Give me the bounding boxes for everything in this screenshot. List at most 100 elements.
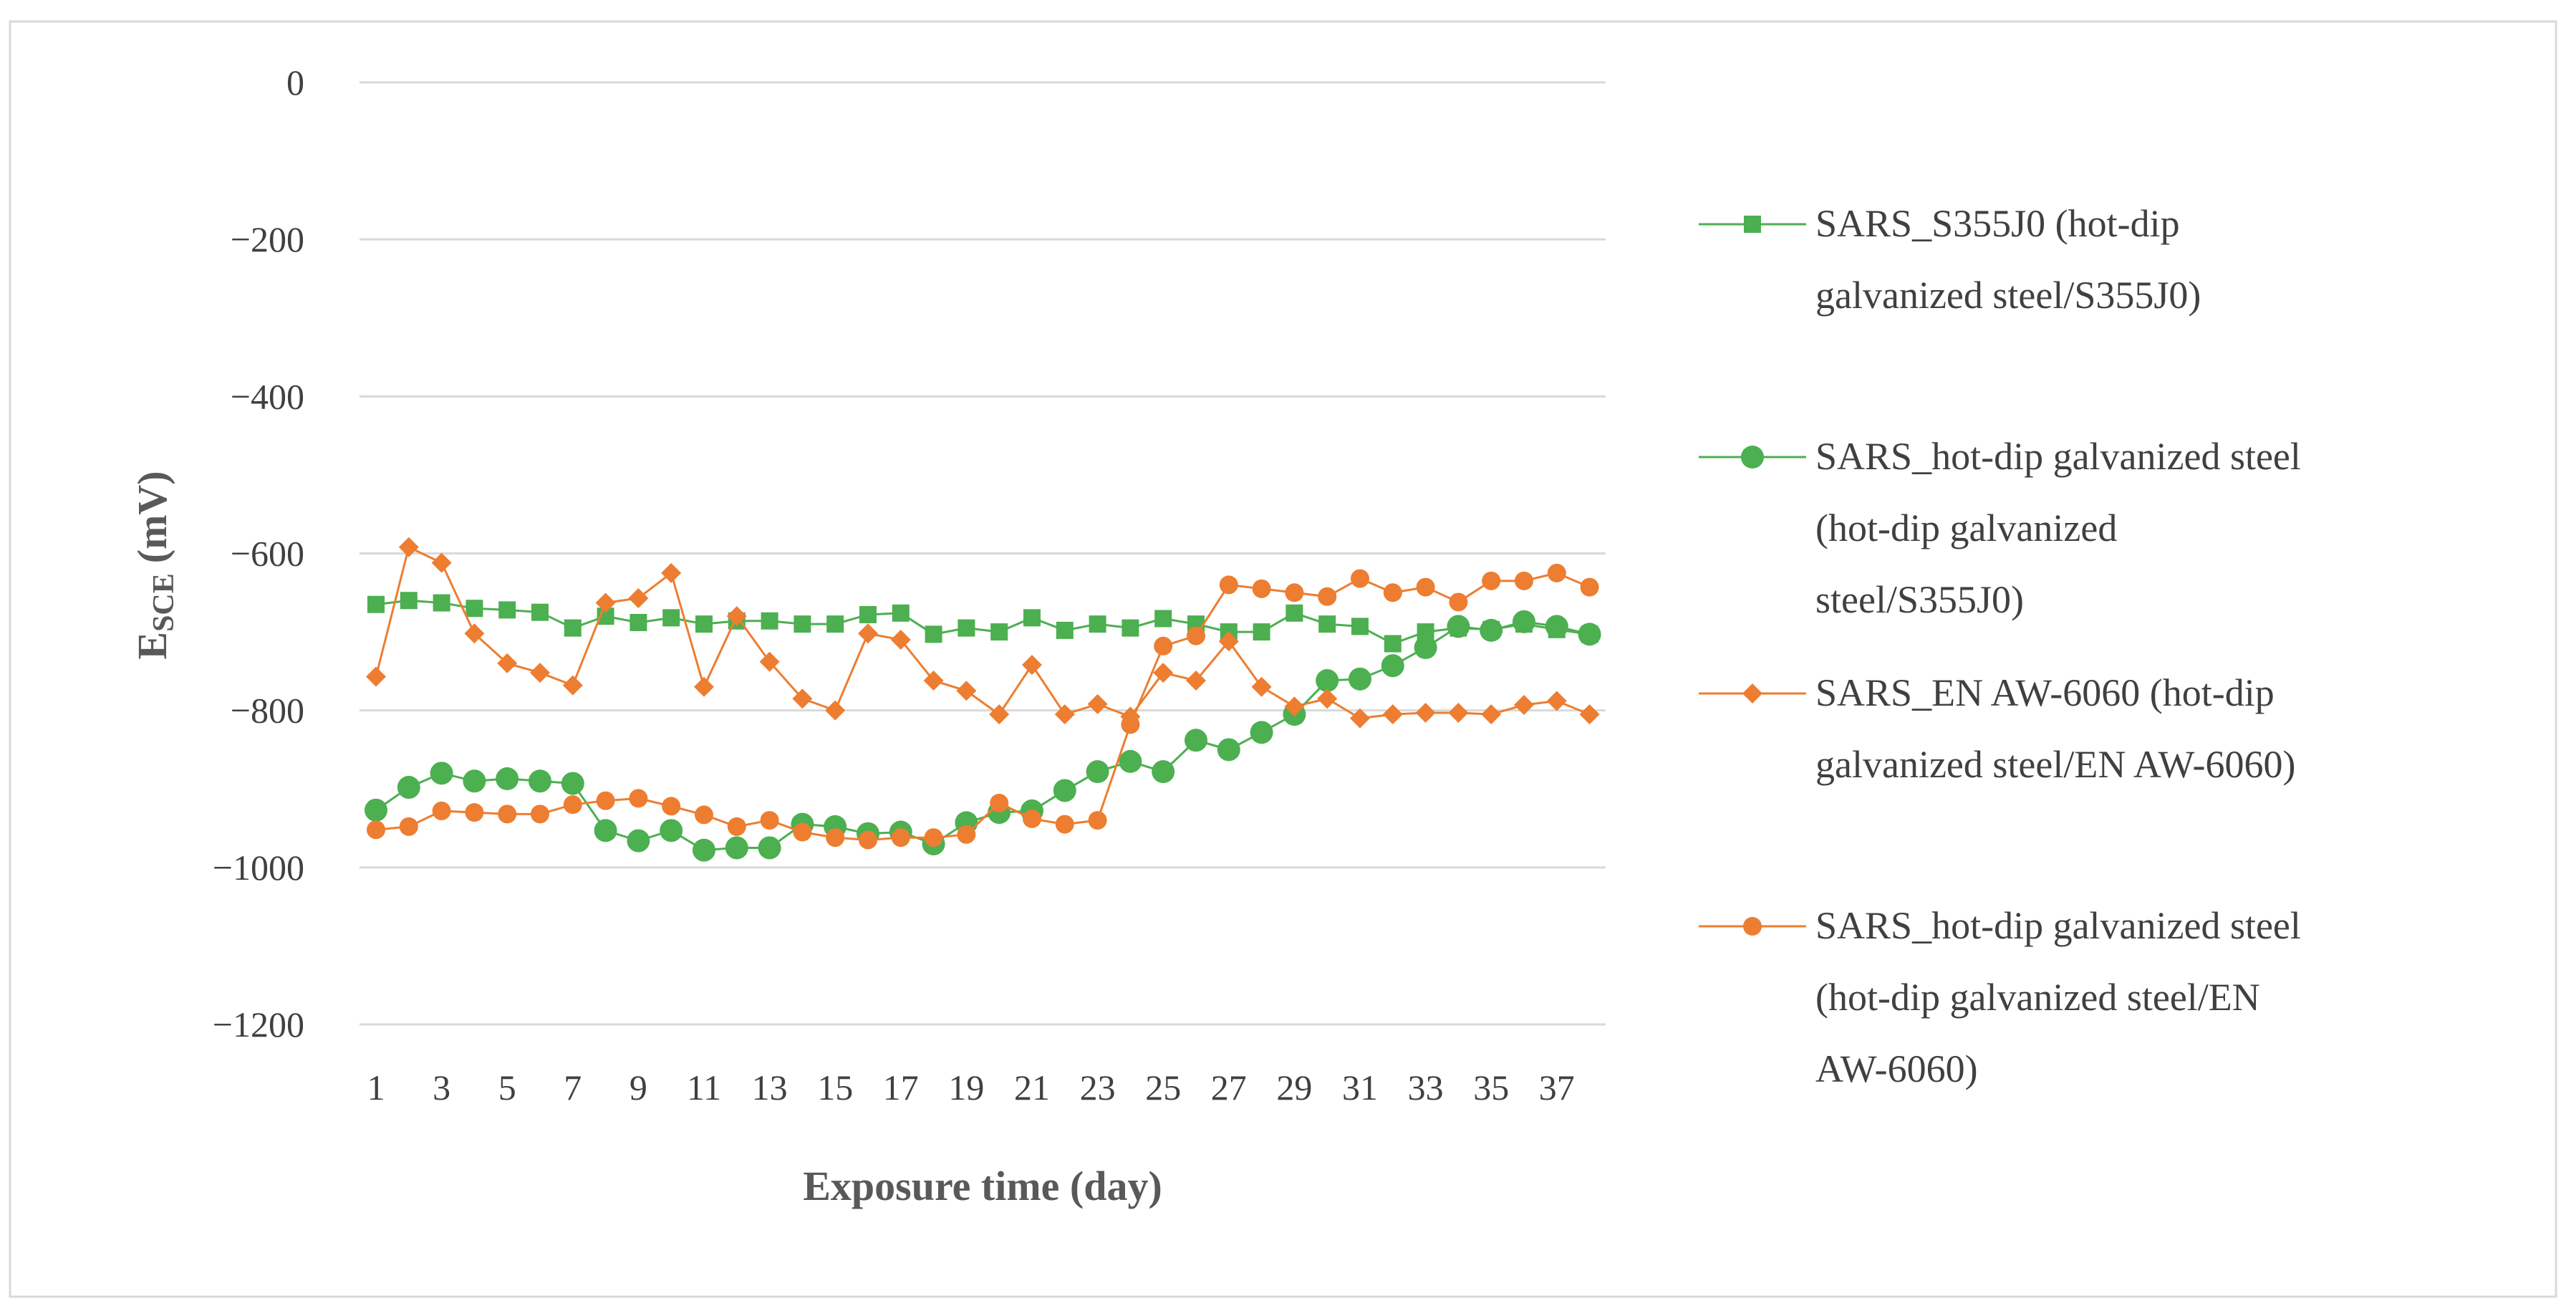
x-tick-label: 23 [1080,1067,1116,1108]
data-point-circle [629,789,648,808]
data-point-diamond [1251,676,1272,697]
data-point-circle [793,822,812,842]
legend-label: SARS_EN AW-6060 (hot-dip [1815,671,2274,714]
y-tick-label: −800 [231,691,304,731]
legend-label: SARS_S355J0 (hot-dip [1815,202,2180,245]
data-point-circle [760,811,779,830]
legend-label: (hot-dip galvanized [1815,506,2117,549]
data-point-circle [498,805,517,824]
y-tick-label: 0 [286,62,304,102]
data-point-circle [662,797,681,816]
legend-marker [1744,216,1761,233]
data-point-diamond [956,681,977,701]
data-point-circle [957,825,976,844]
y-tick-label: −400 [231,376,304,416]
x-tick-label: 3 [433,1067,450,1108]
x-tick-label: 1 [367,1067,385,1108]
x-axis-title: Exposure time (day) [803,1163,1162,1209]
data-point-circle [627,829,650,853]
data-point-circle [891,828,910,847]
data-point-diamond [464,623,485,644]
data-point-diamond [1022,655,1042,676]
x-tick-label: 21 [1014,1067,1050,1108]
data-point-square [1253,623,1270,641]
x-tick-label: 7 [564,1067,582,1108]
data-point-diamond [431,552,452,573]
data-point-circle [496,767,519,791]
data-point-circle [1545,615,1568,638]
legend: SARS_S355J0 (hot-dip galvanized steel/S35… [1699,202,2301,1090]
legend-item: SARS_hot-dip galvanized steel (hot-dip ga… [1699,435,2301,621]
data-point-square [990,623,1008,641]
x-tick-label: 33 [1408,1067,1444,1108]
data-point-square [1285,604,1303,622]
y-axis-title-sub: SCE [148,573,180,632]
x-tick-label: 31 [1342,1067,1378,1108]
x-axis: 1 3 5 7 9 11 13 15 17 19 21 23 25 27 29 31 33 35 37 [367,1067,1575,1108]
data-point-diamond [1546,691,1567,711]
legend-label: galvanized steel/EN AW-6060) [1815,743,2295,786]
data-point-diamond [1350,708,1370,729]
data-point-circle [1349,667,1371,691]
data-point-diamond [989,704,1010,725]
data-point-circle [1482,571,1501,590]
data-point-diamond [726,606,747,627]
data-point-diamond [398,537,419,557]
y-tick-label: −1200 [213,1004,304,1045]
legend-marker [1741,446,1764,469]
data-point-square [1023,609,1041,627]
x-tick-label: 13 [752,1067,788,1108]
grid-layer [360,81,1606,1026]
data-point-diamond [1186,671,1206,691]
data-point-circle [1383,583,1402,602]
legend-label: steel/S355J0) [1815,578,2024,621]
data-point-square [1351,618,1369,635]
series-4 [367,563,1599,850]
legend-item: SARS_S355J0 (hot-dip galvanized steel/S35… [1699,202,2201,317]
data-point-diamond [1579,704,1600,725]
data-point-square [1056,621,1074,639]
legend-marker [1743,917,1762,936]
data-point-diamond [825,700,846,721]
data-point-circle [1351,569,1369,588]
data-point-circle [1513,610,1535,633]
data-point-circle [529,769,551,793]
data-point-circle [1053,779,1076,802]
data-point-square [629,613,647,631]
y-tick-label: −1000 [213,847,304,888]
data-point-circle [990,793,1009,812]
y-axis: 0 −200 −400 −600 −800 −1000 −1200 [213,62,304,1045]
series-2 [365,610,1601,862]
data-point-circle [924,828,943,847]
data-point-circle [1381,654,1404,678]
data-point-circle [1119,749,1142,773]
data-point-diamond [1087,693,1108,714]
data-point-circle [430,762,453,785]
series-3 [366,537,1600,729]
data-point-diamond [792,688,813,709]
data-point-diamond [1317,688,1338,709]
data-point-square [859,605,877,623]
data-point-diamond [628,587,649,608]
data-point-circle [1152,760,1175,784]
y-tick-label: −600 [231,534,304,574]
data-point-square [892,604,910,622]
data-point-square [925,625,942,643]
data-point-circle [399,817,418,836]
data-point-circle [826,828,845,847]
data-point-diamond [890,630,911,650]
data-point-circle [1185,729,1207,752]
data-point-diamond [1284,696,1305,717]
legend-marker [1742,683,1762,703]
data-point-square [1154,610,1172,628]
data-point-square [564,619,582,637]
data-point-square [498,601,516,619]
x-tick-label: 15 [817,1067,853,1108]
x-tick-label: 5 [498,1067,516,1108]
x-tick-label: 27 [1211,1067,1247,1108]
data-point-diamond [923,671,944,691]
data-point-circle [561,772,584,795]
data-point-diamond [694,676,714,697]
data-point-diamond [366,666,386,687]
data-point-square [662,609,680,627]
